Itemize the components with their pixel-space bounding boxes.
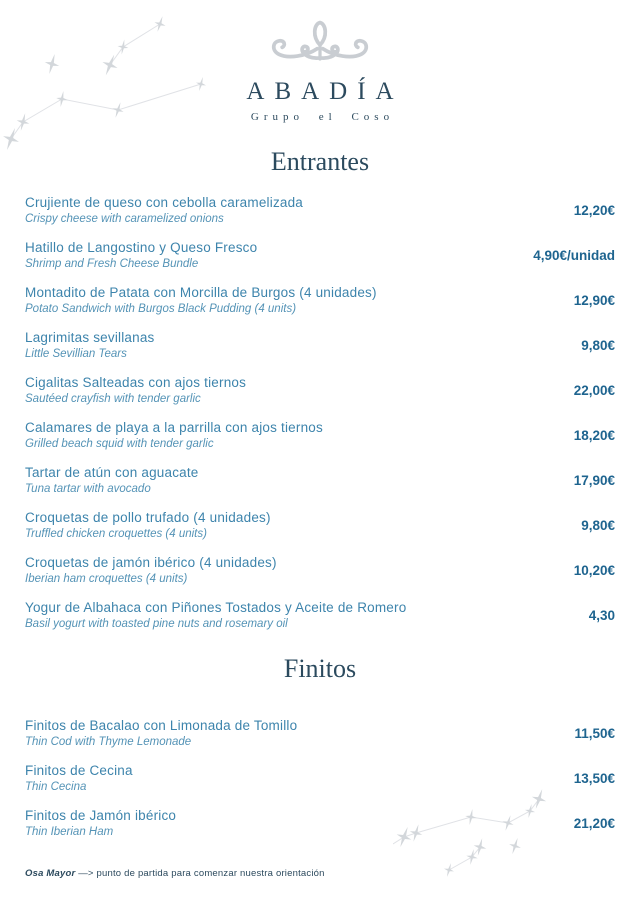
item-price: 22,00€ <box>573 383 615 398</box>
item-price: 4,90€/unidad <box>533 248 615 263</box>
menu-item: Montadito de Patata con Morcilla de Burg… <box>25 284 615 317</box>
item-price: 13,50€ <box>573 771 615 786</box>
item-price: 12,90€ <box>573 293 615 308</box>
item-translation: Crispy cheese with caramelized onions <box>25 213 224 225</box>
item-name: Cigalitas Salteadas con ajos tiernos <box>25 375 247 390</box>
item-price: 10,20€ <box>573 563 615 578</box>
menu-item: Finitos de Cecina Thin Cecina 13,50€ <box>25 762 615 795</box>
brand-name: ABADÍA <box>246 78 404 105</box>
menu-item: Yogur de Albahaca con Piñones Tostados y… <box>25 599 615 632</box>
menu-item: Finitos de Bacalao con Limonada de Tomil… <box>25 717 615 750</box>
menu-item: Tartar de atún con aguacate Tuna tartar … <box>25 464 615 497</box>
footnote-highlight: Osa Mayor <box>25 868 76 879</box>
item-price: 11,50€ <box>574 726 615 741</box>
finitos-list: Finitos de Bacalao con Limonada de Tomil… <box>0 717 640 840</box>
menu-item: Calamares de playa a la parrilla con ajo… <box>25 419 615 452</box>
item-translation: Truffled chicken croquettes (4 units) <box>25 528 207 540</box>
item-price: 18,20€ <box>573 428 615 443</box>
menu-item: Cigalitas Salteadas con ajos tiernos Sau… <box>25 374 615 407</box>
item-name: Finitos de Cecina <box>25 763 133 778</box>
item-translation: Shrimp and Fresh Cheese Bundle <box>25 258 199 270</box>
item-translation: Potato Sandwich with Burgos Black Puddin… <box>25 303 297 315</box>
item-translation: Tuna tartar with avocado <box>25 483 151 495</box>
section-title-entrantes: Entrantes <box>270 147 370 176</box>
footnote: Osa Mayor —> punto de partida para comen… <box>25 868 325 879</box>
item-translation: Little Sevillian Tears <box>25 348 127 360</box>
item-name: Tartar de atún con aguacate <box>25 465 199 480</box>
item-translation: Grilled beach squid with tender garlic <box>25 438 214 450</box>
item-price: 9,80€ <box>581 338 615 353</box>
item-name: Lagrimitas sevillanas <box>25 330 155 345</box>
menu-item: Crujiente de queso con cebolla carameliz… <box>25 194 615 227</box>
menu-item: Croquetas de jamón ibérico (4 unidades) … <box>25 554 615 587</box>
item-translation: Thin Iberian Ham <box>25 826 114 838</box>
footnote-text: —> punto de partida para comenzar nuestr… <box>78 868 325 879</box>
item-name: Yogur de Albahaca con Piñones Tostados y… <box>25 600 407 615</box>
item-price: 9,80€ <box>581 518 615 533</box>
item-price: 12,20€ <box>573 203 615 218</box>
item-price: 17,90€ <box>573 473 615 488</box>
item-translation: Thin Cod with Thyme Lemonade <box>25 736 192 748</box>
item-price: 21,20€ <box>573 816 615 831</box>
item-price: 4,30 <box>588 608 615 623</box>
menu-item: Croquetas de pollo trufado (4 unidades) … <box>25 509 615 542</box>
section-title-finitos: Finitos <box>283 654 357 683</box>
item-translation: Iberian ham croquettes (4 units) <box>25 573 188 585</box>
item-name: Calamares de playa a la parrilla con ajo… <box>25 420 323 435</box>
flourish-ornament-icon <box>0 16 640 74</box>
entrantes-list: Crujiente de queso con cebolla carameliz… <box>0 194 640 632</box>
menu-item: Hatillo de Langostino y Queso Fresco Shr… <box>25 239 615 272</box>
menu-item: Lagrimitas sevillanas Little Sevillian T… <box>25 329 615 362</box>
item-name: Hatillo de Langostino y Queso Fresco <box>25 240 258 255</box>
item-translation: Thin Cecina <box>25 781 87 793</box>
item-name: Croquetas de pollo trufado (4 unidades) <box>25 510 271 525</box>
item-name: Croquetas de jamón ibérico (4 unidades) <box>25 555 277 570</box>
item-name: Finitos de Bacalao con Limonada de Tomil… <box>25 718 298 733</box>
item-name: Finitos de Jamón ibérico <box>25 808 177 823</box>
menu-header: ABADÍA Grupo el Coso <box>0 0 640 123</box>
item-name: Montadito de Patata con Morcilla de Burg… <box>25 285 377 300</box>
item-translation: Sautéed crayfish with tender garlic <box>25 393 201 405</box>
brand-subtitle: Grupo el Coso <box>250 111 395 123</box>
menu-item: Finitos de Jamón ibérico Thin Iberian Ha… <box>25 807 615 840</box>
item-translation: Basil yogurt with toasted pine nuts and … <box>25 618 288 630</box>
item-name: Crujiente de queso con cebolla carameliz… <box>25 195 304 210</box>
